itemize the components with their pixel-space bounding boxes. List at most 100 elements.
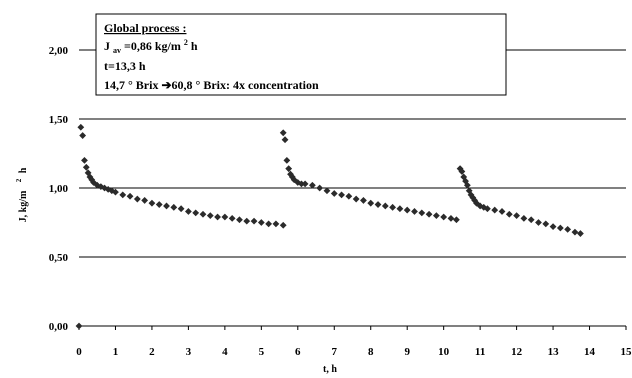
x-tick-label: 1	[113, 346, 119, 358]
data-point	[301, 180, 309, 188]
data-point	[542, 220, 550, 228]
data-point	[257, 219, 265, 226]
data-point	[396, 205, 404, 213]
data-point	[403, 206, 411, 214]
y-tick-label: 2,00	[49, 45, 69, 57]
x-tick-label: 3	[186, 346, 192, 358]
data-point	[308, 181, 316, 189]
data-point	[126, 192, 134, 200]
x-tick-label: 9	[404, 346, 410, 358]
data-point	[272, 220, 280, 228]
data-point	[467, 191, 475, 199]
data-point	[287, 170, 294, 178]
y-axis-label-main: J, kg/m	[18, 190, 29, 222]
x-tick-label: 11	[475, 346, 485, 358]
data-point	[185, 208, 192, 215]
data-point	[460, 173, 468, 181]
data-point	[281, 136, 289, 144]
data-points	[75, 123, 584, 330]
annotation-time: t=13,3 h	[104, 59, 146, 73]
data-point	[108, 187, 116, 195]
data-point	[192, 209, 200, 217]
data-point	[418, 209, 426, 217]
data-point	[93, 181, 101, 189]
data-point	[471, 197, 479, 204]
annotation-jav-exp: 2	[184, 38, 188, 47]
data-point	[214, 213, 221, 221]
data-point	[367, 199, 375, 207]
data-point	[285, 165, 293, 173]
data-point	[243, 217, 251, 225]
annotation-heading: Global process :	[104, 21, 186, 35]
data-point	[119, 191, 127, 199]
data-point	[250, 217, 258, 225]
data-point	[425, 210, 433, 218]
data-point	[81, 157, 88, 164]
x-tick-label: 5	[259, 346, 265, 358]
data-point	[513, 212, 520, 219]
data-point	[294, 179, 302, 186]
data-point	[360, 197, 367, 204]
data-point	[352, 195, 360, 203]
data-point	[338, 191, 345, 199]
annotation-jav: J av =0,86 kg/m 2 h	[104, 34, 198, 56]
data-point	[279, 221, 287, 229]
data-point	[484, 205, 491, 213]
data-point	[104, 185, 112, 193]
data-point	[75, 322, 83, 330]
data-point	[221, 213, 229, 221]
annotation-jav-subscript: av	[113, 46, 121, 55]
data-point	[148, 199, 156, 207]
data-point	[345, 192, 353, 200]
data-point	[155, 201, 163, 208]
data-point	[453, 216, 460, 224]
x-axis-label: t, h	[323, 364, 337, 375]
annotation-jav-tail: h	[191, 39, 198, 53]
data-point	[97, 183, 105, 191]
data-point	[82, 163, 90, 171]
data-point	[323, 187, 331, 195]
x-tick-label: 15	[621, 346, 632, 358]
data-point	[463, 181, 471, 189]
data-point	[577, 230, 584, 237]
y-axis-label-exp: 2	[15, 178, 23, 182]
data-point	[236, 216, 243, 224]
y-tick-label: 0,50	[49, 252, 69, 264]
data-point	[141, 197, 149, 204]
annotation-frame	[95, 13, 507, 96]
data-point	[206, 212, 214, 219]
data-point	[265, 220, 273, 228]
data-point	[411, 208, 418, 215]
data-point	[456, 165, 464, 173]
x-tick-label: 14	[584, 346, 596, 358]
y-tick-label: 0,00	[49, 321, 69, 333]
y-axis-label: J, kg/m 2 h	[13, 167, 29, 222]
data-point	[505, 210, 513, 218]
annotation-box: Global process : J av =0,86 kg/m 2 h t=1…	[95, 13, 507, 96]
data-point	[279, 129, 287, 137]
x-tick-label: 13	[548, 346, 560, 358]
data-point	[374, 201, 382, 208]
x-tick-label: 6	[295, 346, 301, 358]
data-point	[432, 212, 440, 219]
data-point	[556, 224, 564, 232]
annotation-jav-value: =0,86 kg/m	[124, 39, 181, 53]
data-point	[520, 214, 528, 222]
y-axis-label-tail: h	[18, 167, 29, 173]
data-point	[381, 202, 389, 210]
annotation-jav-symbol: J	[104, 39, 110, 53]
data-point	[447, 214, 455, 222]
data-point	[177, 205, 185, 213]
x-tick-labels: 0 1 2 3 4 5 6 7 8 9 10 11 12 13 14 15	[76, 326, 632, 358]
data-point	[79, 132, 87, 139]
data-point	[440, 213, 448, 221]
data-point	[298, 180, 305, 188]
data-point	[330, 190, 338, 197]
data-point	[77, 123, 85, 131]
data-point	[389, 203, 397, 211]
data-point	[283, 157, 291, 164]
x-tick-label: 0	[76, 346, 82, 358]
data-point	[498, 208, 506, 215]
data-point	[549, 223, 557, 231]
